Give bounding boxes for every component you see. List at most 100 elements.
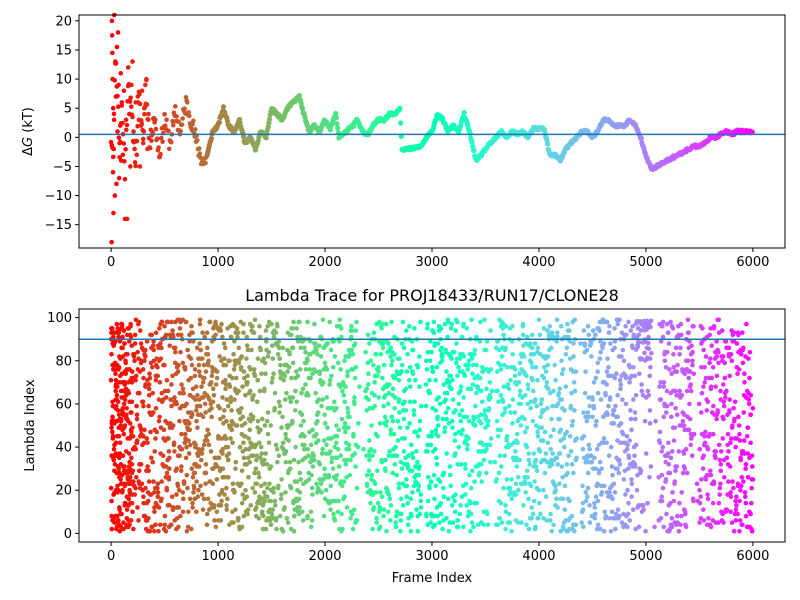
bottom-data-point [501,362,507,368]
bottom-data-point [109,498,114,504]
bottom-data-point [628,408,633,413]
bottom-data-point [676,528,682,534]
bottom-data-point [587,446,592,452]
bottom-data-point [529,515,534,521]
bottom-data-point [186,438,191,443]
bottom-data-point [128,321,133,327]
bottom-data-point [193,384,199,389]
bottom-data-point [574,455,579,461]
bottom-data-point [233,507,238,512]
bottom-data-point [115,408,121,413]
bottom-data-point [299,509,305,515]
bottom-data-point [543,451,549,456]
bottom-data-point [656,474,662,480]
bottom-data-point [467,472,472,478]
bottom-data-point [262,498,268,504]
bottom-data-point [660,334,666,340]
bottom-data-point [297,470,303,476]
bottom-data-point [333,477,339,482]
bottom-data-point [510,323,515,329]
bottom-data-point [517,371,522,377]
bottom-data-point [327,382,332,387]
bottom-data-point [728,490,734,495]
bottom-data-point [261,356,266,361]
bottom-data-point [621,358,627,364]
bottom-data-point [141,375,146,381]
bottom-data-point [702,433,707,439]
bottom-data-point [583,490,589,495]
bottom-data-point [134,403,139,409]
bottom-data-point [283,459,289,465]
bottom-data-point [445,405,451,411]
bottom-data-point [303,382,308,387]
bottom-data-point [746,397,752,402]
bottom-data-point [189,362,195,368]
bottom-data-point [135,505,140,510]
bottom-data-point [638,328,644,333]
bottom-data-point [133,485,138,491]
bottom-data-point [703,354,709,359]
bottom-data-point [189,323,194,329]
bottom-data-point [400,503,406,508]
bottom-data-point [116,412,122,418]
top-data-point [123,117,129,123]
bottom-data-point [508,377,513,383]
top-data-point [113,61,119,66]
bottom-data-point [689,453,695,459]
bottom-data-point [495,388,500,394]
bottom-data-point [454,341,459,346]
bottom-data-point [533,524,538,530]
bottom-data-point [432,496,437,502]
bottom-data-point [272,498,278,504]
bottom-data-point [530,418,536,424]
bottom-data-point [458,503,463,508]
bottom-data-point [609,509,615,515]
bottom-data-point [672,388,678,394]
bottom-data-point [254,505,259,510]
top-data-point [152,117,158,123]
bottom-data-point [481,457,487,463]
bottom-data-point [441,485,446,491]
bottom-data-point [498,367,504,372]
bottom-data-point [523,341,529,346]
bottom-data-point [595,390,601,396]
bottom-data-point [529,345,535,351]
bottom-data-point [749,528,755,534]
bottom-data-point [617,513,622,519]
bottom-data-point [631,397,636,402]
bottom-data-point [187,427,193,433]
bottom-data-point [392,352,397,357]
bottom-data-point [608,341,613,346]
bottom-data-point [535,515,541,521]
bottom-data-point [393,375,398,381]
bottom-data-point [275,459,280,465]
bottom-data-point [677,352,682,357]
bottom-data-point [736,332,741,338]
bottom-data-point [625,466,631,471]
bottom-data-point [454,319,460,325]
bottom-data-point [237,444,243,450]
bottom-data-point [280,345,286,351]
bottom-data-point [117,440,123,446]
bottom-data-point [205,362,211,368]
bottom-data-point [387,518,393,523]
bottom-data-point [433,377,438,383]
bottom-data-point [230,440,235,446]
bottom-data-point [740,330,745,336]
bottom-data-point [688,382,694,387]
bottom-data-point [291,457,297,463]
top-data-point [170,118,175,124]
bottom-data-point [512,373,518,379]
bottom-data-point [379,494,385,499]
bottom-data-point [608,444,614,450]
bottom-data-point [122,397,128,402]
bottom-data-point [399,341,405,346]
bottom-data-point [647,356,653,361]
bottom-data-point [271,485,276,491]
bottom-data-point [268,464,274,469]
bottom-data-point [403,408,409,413]
bottom-data-point [366,382,371,387]
top-data-point [263,135,269,141]
bottom-data-point [329,459,334,465]
bottom-data-point [259,371,264,377]
